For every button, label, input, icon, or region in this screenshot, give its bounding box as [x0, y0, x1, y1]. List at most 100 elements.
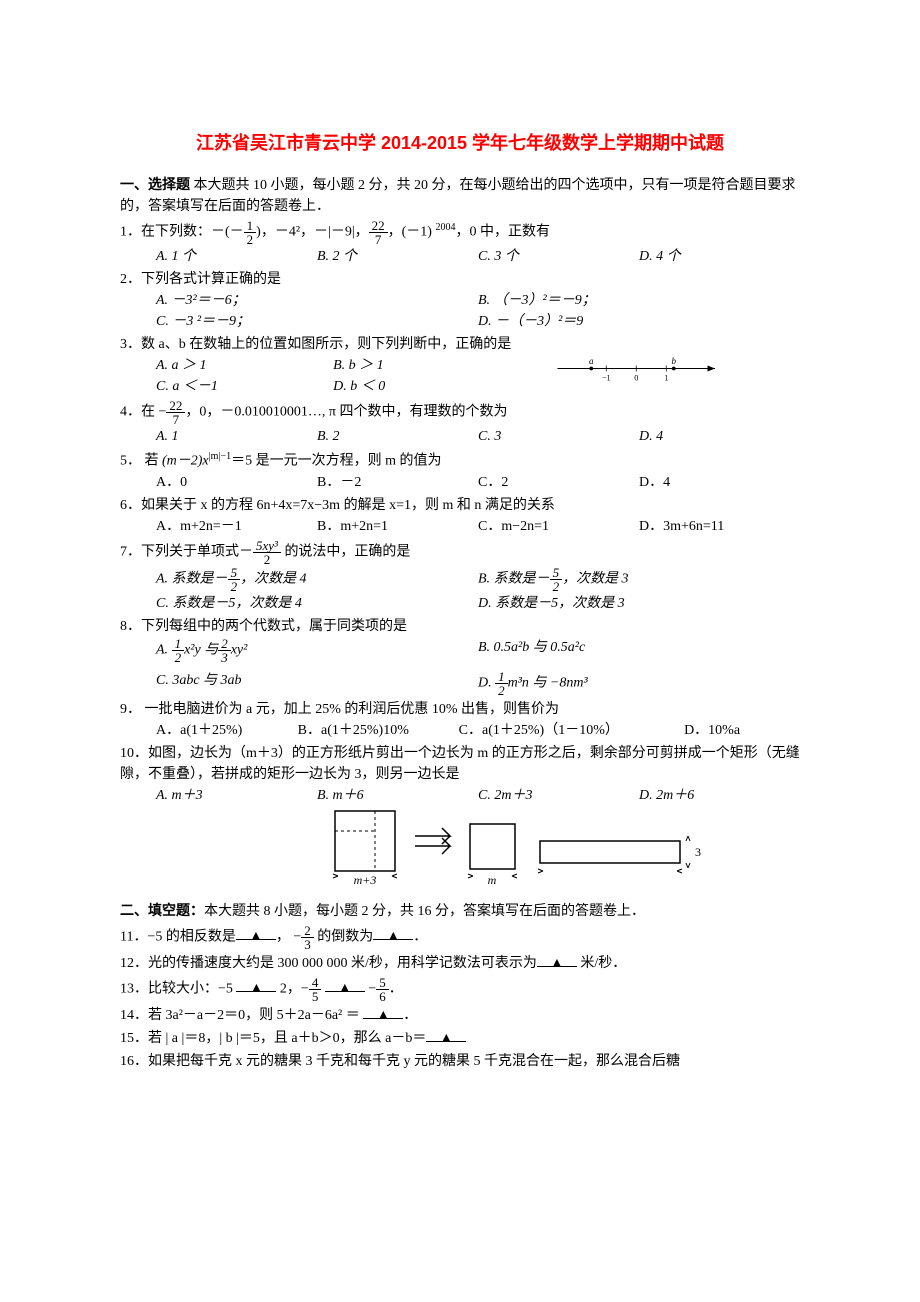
q4-stem-b: ，0，－0.010010001…, π 四个数中，有理数的个数为 — [185, 405, 507, 420]
svg-text:1: 1 — [664, 374, 668, 383]
q9-options: A．a(1＋25%) B．a(1＋25%)10% C．a(1＋25%)（1－10… — [120, 720, 800, 741]
q6-A: A．m+2n=－1 — [156, 516, 317, 537]
q10-options: A. m＋3 B. m＋6 C. 2m＋3 D. 2m＋6 — [120, 785, 800, 806]
q7-D: D. 系数是－5，次数是 3 — [478, 593, 800, 614]
q6-C: C．m−2n=1 — [478, 516, 639, 537]
blank — [373, 926, 413, 940]
section-1-label: 一、选择题 — [120, 178, 190, 193]
q6-stem: 6．如果关于 x 的方程 6n+4x=7x−3m 的解是 x=1，则 m 和 n… — [120, 495, 800, 516]
q5-C: C．2 — [478, 472, 639, 493]
q7-stem-b: 的说法中，正确的是 — [281, 544, 411, 559]
q8-D: D. 12m³n 与 −8nm³ — [478, 670, 800, 697]
q7-C: C. 系数是－5，次数是 4 — [156, 593, 478, 614]
q1: 1．在下列数：－(－12)，－4²，－|－9|，227，(－1) 2004，0 … — [120, 219, 800, 246]
section-2-header: 二、填空题：本大题共 8 小题，每小题 2 分，共 16 分，答案填写在后面的答… — [120, 901, 800, 922]
q8-A: A. 12x²y 与23xy² — [156, 637, 478, 664]
q10-B: B. m＋6 — [317, 785, 478, 806]
q8-options: A. 12x²y 与23xy² B. 0.5a²b 与 0.5a²c C. 3a… — [120, 637, 800, 697]
q1-stem-c: ，(－1) — [388, 225, 436, 240]
q1-A: A. 1 个 — [156, 246, 317, 267]
q4-A: A. 1 — [156, 426, 317, 447]
svg-text:m: m — [488, 873, 497, 886]
blank — [325, 978, 365, 992]
q3-A: A. a ＞ 1 — [156, 355, 333, 376]
number-line-diagram: a b −1 0 1 — [530, 355, 750, 385]
svg-text:0: 0 — [634, 374, 638, 383]
q5-exp: |m|−1 — [209, 451, 231, 462]
q10-stem: 10．如图，边长为（m＋3）的正方形纸片剪出一个边长为 m 的正方形之后，剩余部… — [120, 743, 800, 785]
q9-A: A．a(1＋25%) — [156, 720, 298, 741]
q9-stem: 9． 一批电脑进价为 a 元，加上 25% 的利润后优惠 10% 出售，则售价为 — [120, 699, 800, 720]
q5-D: D．4 — [639, 472, 800, 493]
blank — [537, 953, 577, 967]
q12: 12．光的传播速度大约是 300 000 000 米/秒，用科学记数法可表示为 … — [120, 953, 800, 974]
q9-D: D．10%a — [684, 720, 800, 741]
q7-frac: 5xy³2 — [253, 539, 281, 566]
svg-text:a: a — [589, 356, 594, 366]
q11: 11．−5 的相反数是， −23 的倒数为． — [120, 924, 800, 951]
q7-options: A. 系数是－52，次数是 4 B. 系数是－52，次数是 3 C. 系数是－5… — [120, 566, 800, 614]
q10-D: D. 2m＋6 — [639, 785, 800, 806]
q1-B: B. 2 个 — [317, 246, 478, 267]
q3-D: D. b ＜ 0 — [333, 376, 510, 397]
q3-B: B. b ＞ 1 — [333, 355, 510, 376]
svg-text:m+3: m+3 — [354, 873, 377, 886]
blank — [426, 1028, 466, 1042]
q6-D: D．3m+6n=11 — [639, 516, 800, 537]
q2-stem: 2．下列各式计算正确的是 — [120, 269, 800, 290]
section-1-header: 一、选择题 本大题共 10 小题，每小题 2 分，共 20 分，在每小题给出的四… — [120, 175, 800, 217]
blank — [236, 926, 276, 940]
q16: 16．如果把每千克 x 元的糖果 3 千克和每千克 y 元的糖果 5 千克混合在… — [120, 1051, 800, 1072]
q6-B: B．m+2n=1 — [317, 516, 478, 537]
q2-D: D. －（－3）²＝9 — [478, 311, 800, 332]
svg-text:b: b — [672, 356, 677, 366]
q10-A: A. m＋3 — [156, 785, 317, 806]
q4-options: A. 1 B. 2 C. 3 D. 4 — [120, 426, 800, 447]
q1-stem-d: ，0 中，正数有 — [455, 225, 550, 240]
q7: 7．下列关于单项式－5xy³2 的说法中，正确的是 — [120, 539, 800, 566]
q13: 13．比较大小：−5 2，−45 −56． — [120, 976, 800, 1003]
q1-D: D. 4 个 — [639, 246, 800, 267]
q5-options: A．0 B．－2 C．2 D．4 — [120, 472, 800, 493]
exam-title: 江苏省吴江市青云中学 2014-2015 学年七年级数学上学期期中试题 — [120, 130, 800, 157]
q5-A: A．0 — [156, 472, 317, 493]
q1-stem-b: )，－4²，－|－9|， — [256, 225, 368, 240]
frac-22-7: 227 — [369, 219, 388, 246]
q15: 15．若 | a |＝8，| b |＝5，且 a＋b＞0，那么 a－b＝ — [120, 1028, 800, 1049]
q3-C: C. a ＜－1 — [156, 376, 333, 397]
q4-D: D. 4 — [639, 426, 800, 447]
frac-m22-7: 227 — [166, 399, 185, 426]
q9-C: C．a(1＋25%)（1－10%） — [459, 720, 684, 741]
q1-exp: 2004 — [435, 222, 455, 233]
q1-stem-a: 1．在下列数：－(－ — [120, 225, 244, 240]
q2-C: C. －3 ²＝－9； — [156, 311, 478, 332]
q6-options: A．m+2n=－1 B．m+2n=1 C．m−2n=1 D．3m+6n=11 — [120, 516, 800, 537]
q10-C: C. 2m＋3 — [478, 785, 639, 806]
q7-B: B. 系数是－52，次数是 3 — [478, 566, 800, 593]
q4: 4．在 −227，0，－0.010010001…, π 四个数中，有理数的个数为 — [120, 399, 800, 426]
q2-B: B. （－3）²＝－9； — [478, 290, 800, 311]
q7-stem-a: 7．下列关于单项式－ — [120, 544, 253, 559]
q8-B: B. 0.5a²b 与 0.5a²c — [478, 637, 800, 664]
section-2-desc: 本大题共 8 小题，每小题 2 分，共 16 分，答案填写在后面的答题卷上． — [204, 904, 645, 919]
q4-B: B. 2 — [317, 426, 478, 447]
svg-text:−1: −1 — [602, 374, 611, 383]
q9-B: B．a(1＋25%)10% — [298, 720, 459, 741]
q8-C: C. 3abc 与 3ab — [156, 670, 478, 697]
blank — [236, 978, 276, 992]
q10-diagram: m+3 m 3 — [330, 806, 760, 886]
q8-stem: 8．下列每组中的两个代数式，属于同类项的是 — [120, 616, 800, 637]
blank — [363, 1005, 403, 1019]
q3-options: A. a ＞ 1 B. b ＞ 1 C. a ＜－1 D. b ＜ 0 a b … — [120, 355, 800, 397]
q3-stem: 3．数 a、b 在数轴上的位置如图所示，则下列判断中，正确的是 — [120, 334, 800, 355]
svg-text:3: 3 — [695, 845, 701, 859]
q5-stem-b: ＝5 是一元一次方程，则 m 的值为 — [231, 454, 441, 469]
q2-A: A. －3²＝－6； — [156, 290, 478, 311]
q5-stem-a: 5． 若 — [120, 454, 162, 469]
section-2-label: 二、填空题： — [120, 904, 204, 919]
q1-options: A. 1 个 B. 2 个 C. 3 个 D. 4 个 — [120, 246, 800, 267]
frac-1-2: 12 — [244, 219, 257, 246]
q14: 14．若 3a²－a－2＝0，则 5＋2a－6a² ＝ ． — [120, 1005, 800, 1026]
section-1-desc: 本大题共 10 小题，每小题 2 分，共 20 分，在每小题给出的四个选项中，只… — [120, 178, 796, 214]
q5-B: B．－2 — [317, 472, 478, 493]
